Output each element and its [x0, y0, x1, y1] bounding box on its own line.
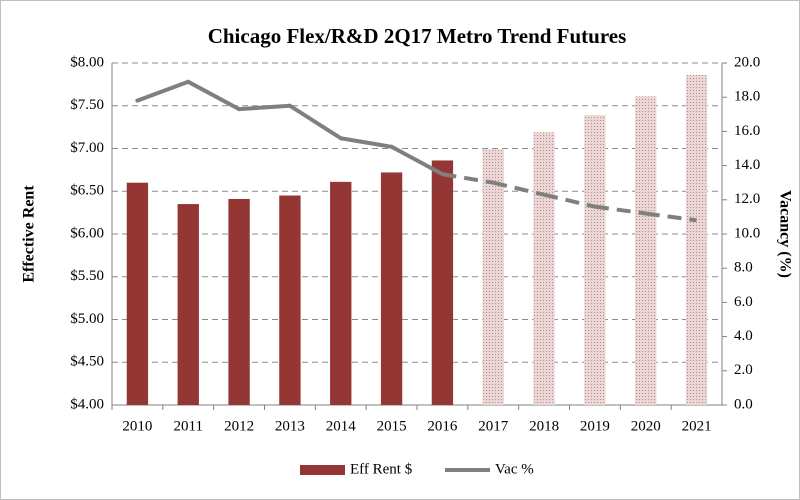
line-segment: [543, 192, 596, 209]
y2-tick-label: 18.0: [734, 89, 760, 105]
x-tick-label: 2018: [529, 418, 559, 434]
line-segment: [594, 204, 647, 216]
y-tick-label: $7.50: [70, 97, 104, 113]
x-tick-label: 2020: [631, 418, 661, 434]
bar: [584, 115, 606, 405]
x-tick-label: 2016: [427, 418, 458, 434]
y2-axis-title: Vacancy (%): [776, 190, 793, 278]
y-tick-label: $6.50: [70, 183, 104, 199]
bar: [685, 74, 708, 405]
line-segment: [186, 79, 242, 112]
chart-title: Chicago Flex/R&D 2Q17 Metro Trend Future…: [208, 24, 627, 48]
y2-tick-label: 6.0: [734, 294, 753, 310]
bar: [380, 172, 403, 405]
y-tick-label: $5.00: [70, 311, 104, 327]
bar: [330, 181, 352, 405]
legend-label: Vac %: [495, 461, 534, 477]
y2-tick-label: 8.0: [734, 260, 753, 276]
y2-tick-label: 12.0: [734, 191, 760, 207]
line-segment: [389, 144, 445, 177]
y-axis-title: Effective Rent: [21, 185, 38, 283]
line-segment: [287, 103, 343, 141]
x-tick-label: 2011: [174, 418, 203, 434]
legend-label: Eff Rent $: [350, 461, 413, 477]
y2-tick-label: 2.0: [734, 362, 753, 378]
y2-tick-label: 0.0: [734, 396, 753, 412]
y-tick-label: $4.00: [70, 396, 104, 412]
x-tick-label: 2017: [478, 418, 509, 434]
line-segment: [645, 211, 697, 223]
y2-tick-label: 20.0: [734, 54, 760, 70]
y-tick-label: $6.00: [70, 225, 104, 241]
x-tick-label: 2013: [275, 418, 305, 434]
y-tick-label: $7.00: [70, 140, 104, 156]
y2-tick-label: 10.0: [734, 225, 760, 241]
y2-tick-label: 14.0: [734, 157, 760, 173]
line-segment: [442, 172, 494, 185]
legend-swatch: [300, 465, 345, 475]
x-tick-label: 2015: [377, 418, 407, 434]
x-tick-label: 2010: [122, 418, 152, 434]
bar: [635, 96, 657, 405]
line-segment: [492, 180, 545, 197]
x-tick-label: 2012: [224, 418, 254, 434]
y2-tick-label: 16.0: [734, 123, 760, 139]
y-tick-label: $4.50: [70, 354, 104, 370]
x-tick-label: 2014: [326, 418, 357, 434]
line-segment: [135, 79, 191, 103]
bar: [279, 195, 301, 405]
y-tick-label: $5.50: [70, 268, 104, 284]
bar: [431, 160, 454, 405]
bar: [482, 149, 504, 405]
x-tick-label: 2019: [580, 418, 610, 434]
line-segment: [237, 103, 292, 112]
bar: [533, 132, 555, 405]
bar: [228, 198, 250, 405]
x-tick-label: 2021: [682, 418, 712, 434]
line-segment: [338, 136, 394, 149]
y2-tick-label: 4.0: [734, 328, 753, 344]
bar: [177, 204, 199, 405]
bar: [126, 182, 149, 405]
y-tick-label: $8.00: [70, 54, 104, 70]
